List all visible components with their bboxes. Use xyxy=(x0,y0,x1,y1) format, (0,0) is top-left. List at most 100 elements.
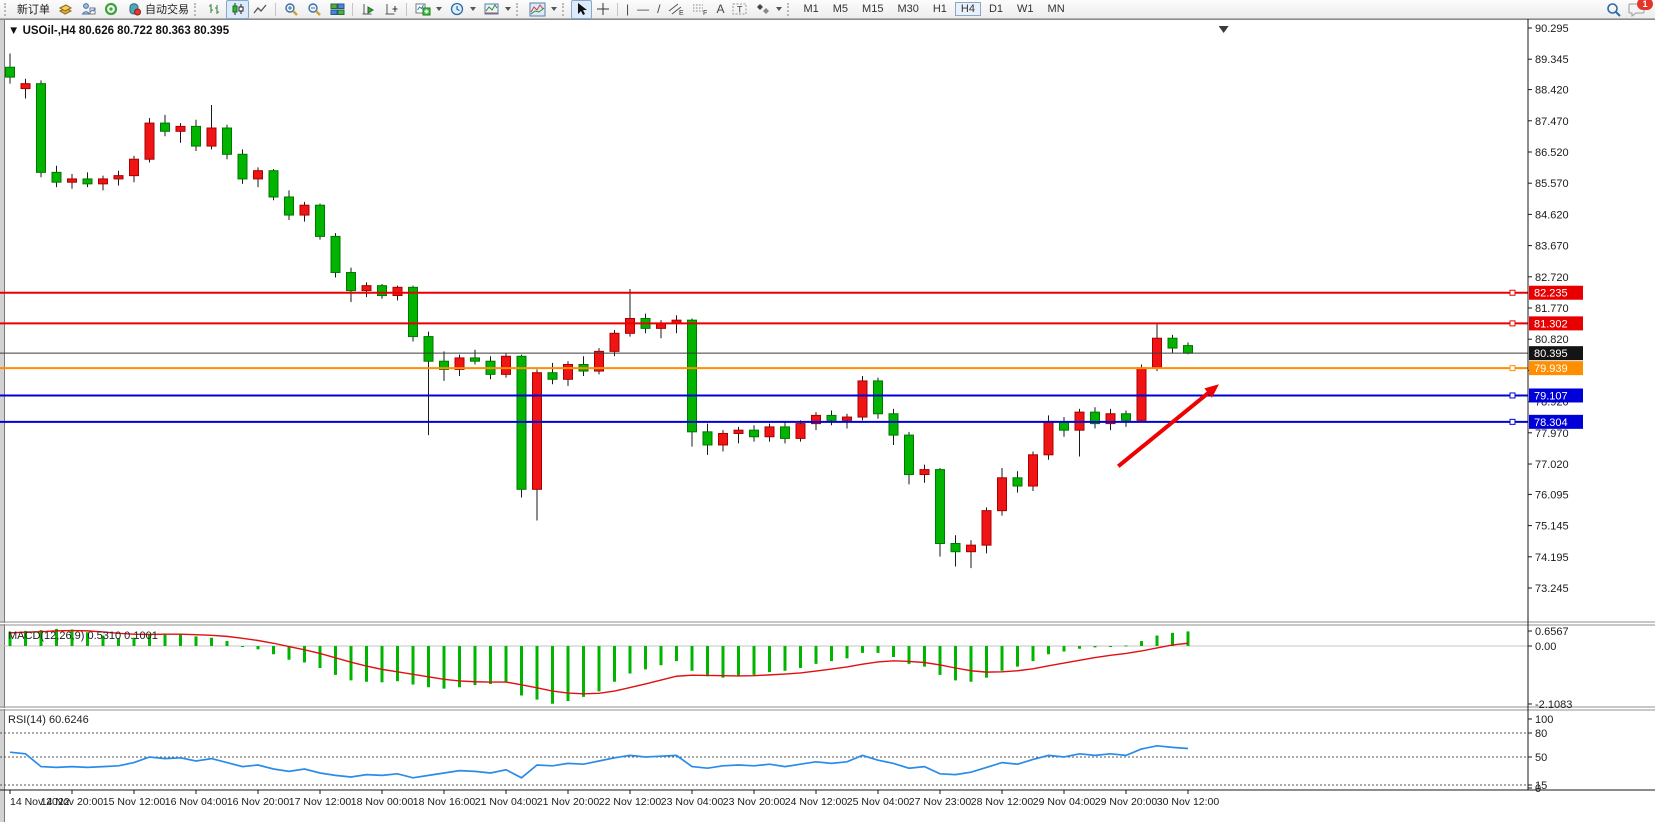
horizontal-line-button[interactable]: — xyxy=(633,0,653,19)
chart-canvas[interactable]: 90.295 89.345 88.420 87.470 86.520 85.570 84.6… xyxy=(0,19,1655,822)
macd-histogram-bar xyxy=(148,634,151,646)
candlestick xyxy=(950,543,961,553)
navigator-icon[interactable] xyxy=(100,0,123,19)
candlestick xyxy=(935,469,945,545)
timeframe-h1[interactable]: H1 xyxy=(932,2,947,15)
timeframe-m1[interactable]: M1 xyxy=(803,2,819,15)
timeframe-h4[interactable]: H4 xyxy=(954,1,981,16)
line-chart-button[interactable] xyxy=(249,0,272,19)
candlestick xyxy=(625,318,635,334)
period-button[interactable] xyxy=(446,0,480,19)
zoom-out-button[interactable] xyxy=(303,0,326,19)
time-tick-label: 18 Nov 16:00 xyxy=(413,796,476,808)
equidistant-channel-button[interactable]: E xyxy=(664,0,688,19)
price-badge-label: 81.302 xyxy=(1534,318,1568,330)
group-grip[interactable] xyxy=(194,2,200,16)
chat-button[interactable]: 1 xyxy=(1628,0,1653,17)
price-tick-label: 82.720 xyxy=(1535,272,1569,284)
toolbar-grip[interactable] xyxy=(4,2,10,16)
autotrade-button[interactable]: 自动交易 xyxy=(123,0,193,19)
zoom-in-button[interactable] xyxy=(280,0,303,19)
line-handle[interactable] xyxy=(1509,289,1516,296)
pane-divider[interactable] xyxy=(0,706,1655,711)
macd-histogram-bar xyxy=(1031,646,1035,662)
macd-histogram-bar xyxy=(721,646,725,678)
price-tick-label: 80.820 xyxy=(1535,334,1569,346)
macd-histogram-bar xyxy=(163,633,167,646)
new-order-button[interactable]: 新订单 xyxy=(13,0,54,19)
data-window-icon[interactable] xyxy=(77,0,100,19)
line-handle[interactable] xyxy=(1509,392,1516,399)
time-tick-label: 15 Nov 12:00 xyxy=(103,796,166,808)
cursor-button[interactable] xyxy=(571,0,592,19)
candlestick xyxy=(749,429,759,438)
time-tick-label: 21 Nov 04:00 xyxy=(475,796,538,808)
candlestick xyxy=(873,380,883,415)
timeframe-m30[interactable]: M30 xyxy=(897,2,919,15)
macd-histogram-bar xyxy=(1000,646,1004,671)
text-label-button[interactable]: T xyxy=(728,0,752,19)
fibonacci-button[interactable]: F xyxy=(688,0,712,19)
line-handle[interactable] xyxy=(1509,365,1516,372)
candlestick-chart-button[interactable] xyxy=(226,0,249,19)
time-tick-label: 21 Nov 20:00 xyxy=(537,796,600,808)
price-tick-label: 73.245 xyxy=(1535,583,1569,595)
macd-histogram-bar xyxy=(8,631,12,646)
timeframe-mn[interactable]: MN xyxy=(1047,2,1065,15)
candlestick xyxy=(82,178,93,185)
price-tick-label: 74.195 xyxy=(1535,552,1569,564)
time-tick-label: 29 Nov 04:00 xyxy=(1033,796,1096,808)
candlestick xyxy=(237,153,248,180)
tile-windows-button[interactable] xyxy=(326,0,349,19)
vertical-line-button[interactable]: | xyxy=(622,0,633,19)
group-grip[interactable] xyxy=(562,2,568,16)
indicators-button[interactable] xyxy=(525,0,561,19)
bar-chart-button[interactable] xyxy=(203,0,226,19)
macd-histogram-bar xyxy=(938,646,942,675)
chart-forward-button[interactable] xyxy=(357,0,380,19)
arrows-icon xyxy=(757,4,770,14)
price-tick-label: 77.020 xyxy=(1535,459,1569,471)
chart-shift-marker[interactable] xyxy=(1218,26,1229,33)
group-grip[interactable] xyxy=(516,2,522,16)
separator xyxy=(352,2,354,16)
macd-histogram-bar xyxy=(24,630,27,646)
arrow-annotation[interactable] xyxy=(1116,384,1219,468)
line-handle[interactable] xyxy=(1509,418,1516,425)
candlestick xyxy=(532,372,542,490)
timeframe-w1[interactable]: W1 xyxy=(1017,2,1034,15)
chart-shift-button[interactable] xyxy=(380,0,403,19)
pane-divider[interactable] xyxy=(0,621,1655,626)
candlestick xyxy=(1121,413,1131,421)
autotrade-icon xyxy=(129,3,141,16)
time-tick-label: 27 Nov 23:00 xyxy=(909,796,972,808)
timeframe-m15[interactable]: M15 xyxy=(862,2,884,15)
crosshair-button[interactable] xyxy=(592,0,614,19)
candlestick xyxy=(981,510,992,546)
text-button[interactable]: A xyxy=(712,0,728,19)
cursor-icon xyxy=(578,3,587,15)
tile-windows-icon xyxy=(330,3,345,15)
timeframe-m5[interactable]: M5 xyxy=(832,2,849,15)
macd-histogram-bar xyxy=(535,646,539,700)
arrows-button[interactable] xyxy=(752,0,786,19)
market-watch-icon[interactable] xyxy=(54,0,77,19)
search-icon[interactable] xyxy=(1606,2,1622,17)
macd-histogram-bar xyxy=(287,646,291,660)
macd-histogram-bar xyxy=(179,634,182,646)
candlestick xyxy=(113,175,124,180)
timeframe-d1[interactable]: D1 xyxy=(988,2,1004,15)
add-indicator-button[interactable] xyxy=(411,0,446,19)
candlestick xyxy=(888,413,899,436)
zoom-out-icon xyxy=(308,3,321,16)
trendline-button[interactable]: / xyxy=(653,0,664,19)
toolbar: 新订单 自动交易 xyxy=(0,0,1655,19)
template-button[interactable] xyxy=(480,0,515,19)
group-grip[interactable] xyxy=(787,2,793,16)
dropdown-caret-icon xyxy=(505,7,511,11)
rsi-line xyxy=(9,744,1189,779)
text-label-icon: T xyxy=(732,3,747,15)
candlestick xyxy=(144,122,155,160)
arrow-head xyxy=(1204,384,1219,398)
line-handle[interactable] xyxy=(1509,320,1516,327)
